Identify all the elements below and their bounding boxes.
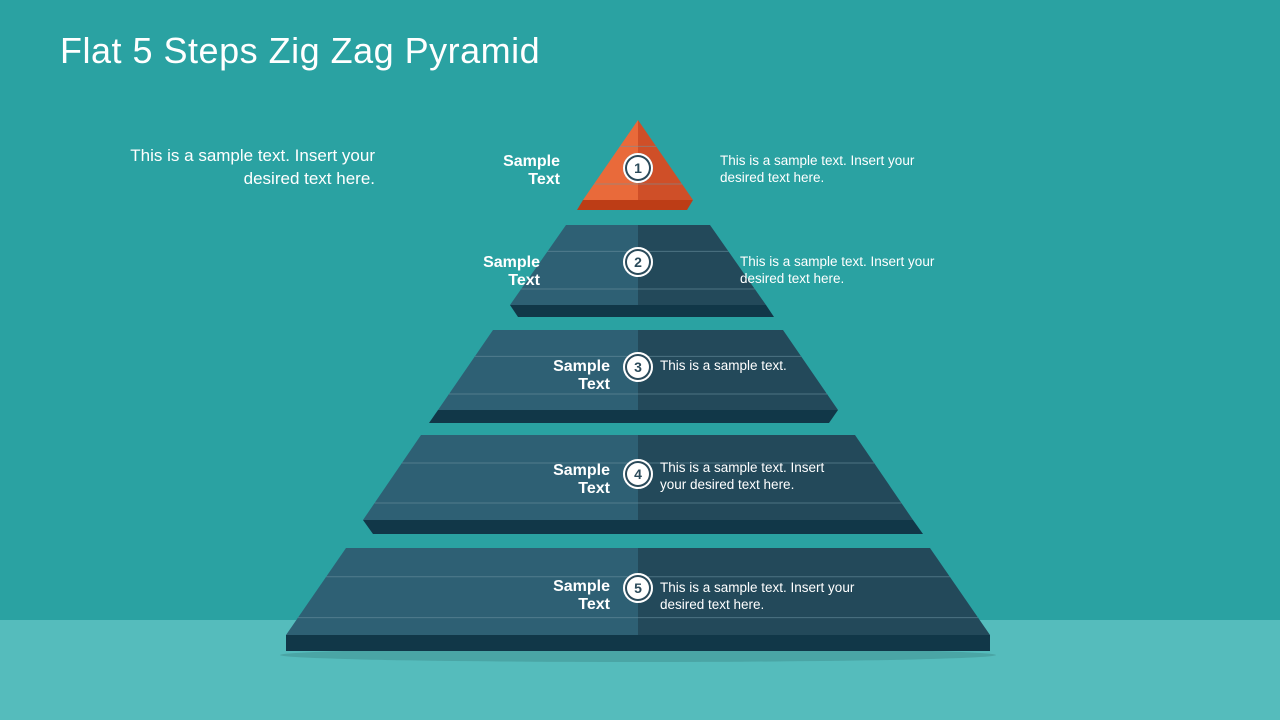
level-desc-1: This is a sample text. Insert your desir…: [720, 153, 950, 187]
level-badge-2: 2: [623, 247, 653, 277]
level-label-1: SampleText: [400, 153, 560, 190]
level-desc-5: This is a sample text. Insert your desir…: [660, 580, 890, 614]
level-desc-2: This is a sample text. Insert your desir…: [740, 254, 970, 288]
level-label-4: SampleText: [450, 462, 610, 499]
level-badge-5: 5: [623, 573, 653, 603]
level-badge-1: 1: [623, 153, 653, 183]
level-badge-3: 3: [623, 352, 653, 382]
level-badge-4: 4: [623, 459, 653, 489]
level-label-2: SampleText: [380, 254, 540, 291]
level-label-5: SampleText: [450, 578, 610, 615]
level-desc-4: This is a sample text. Insert your desir…: [660, 460, 840, 494]
level-desc-3: This is a sample text.: [660, 358, 890, 375]
level-label-3: SampleText: [450, 358, 610, 395]
pyramid-diagram: SampleText This is a sample text. Insert …: [0, 0, 1280, 720]
